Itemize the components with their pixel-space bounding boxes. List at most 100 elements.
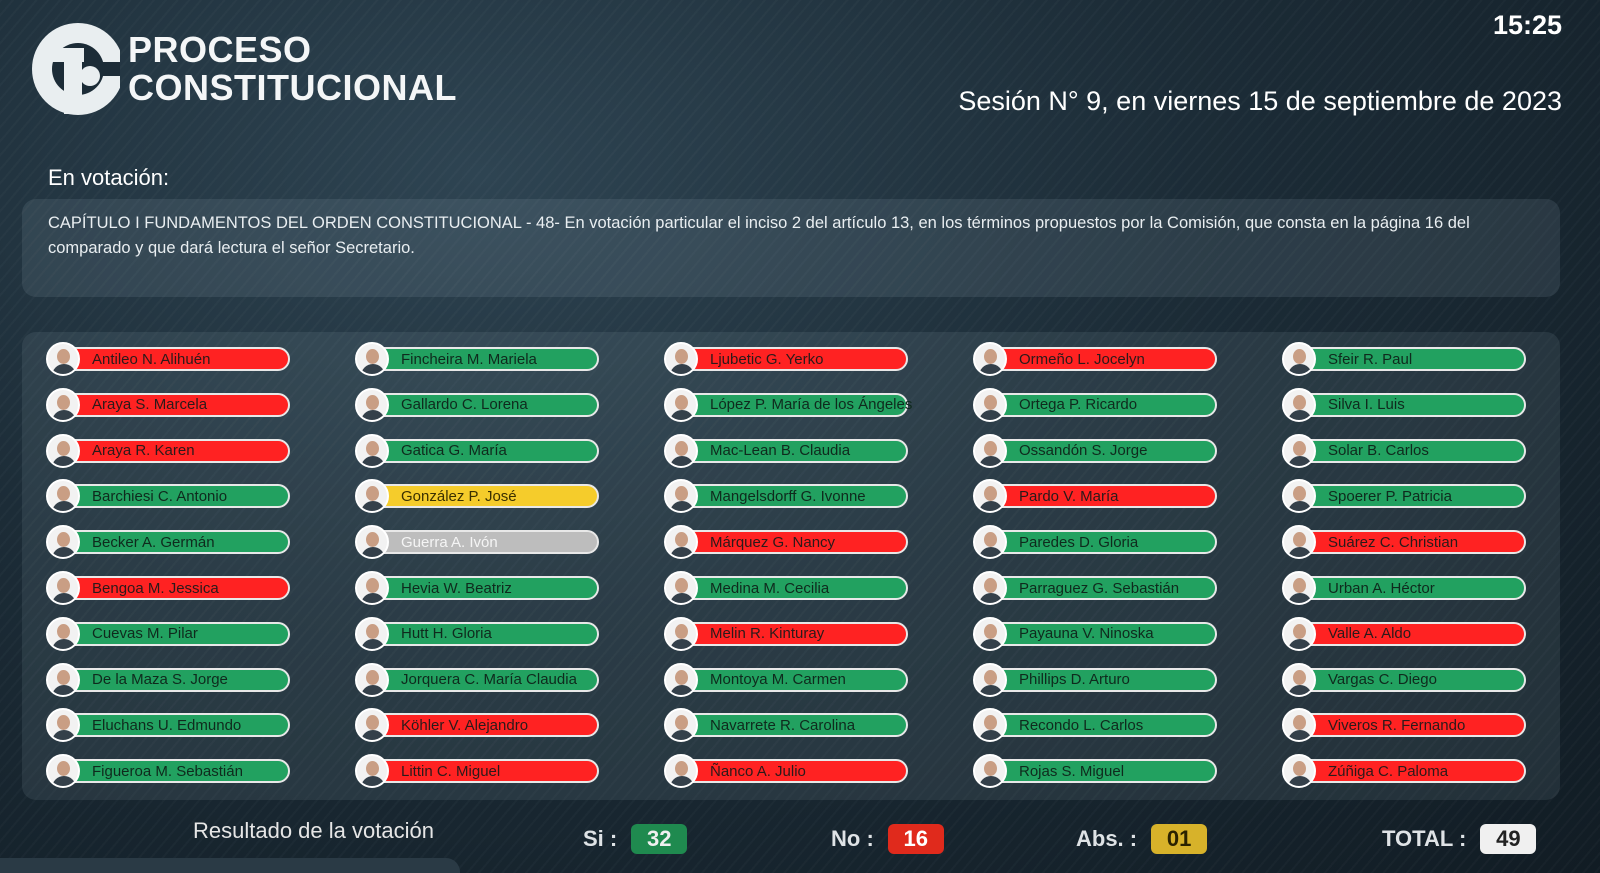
- member-avatar-icon: [1282, 616, 1316, 651]
- member-vote-pill: Jorquera C. María Claudia: [359, 667, 599, 692]
- member-vote-pill: Solar B. Carlos: [1286, 438, 1526, 463]
- tally-si: Si : 32: [583, 824, 688, 854]
- member-name: Bengoa M. Jessica: [92, 579, 219, 597]
- member-name: Gallardo C. Lorena: [401, 396, 528, 414]
- member-avatar-icon: [355, 433, 389, 468]
- member-name: Viveros R. Fernando: [1328, 716, 1466, 734]
- member-avatar-icon: [355, 479, 389, 514]
- member-avatar-icon: [973, 571, 1007, 605]
- member-vote-pill: Fincheira M. Mariela: [359, 347, 599, 371]
- member-name: Eluchans U. Edmundo: [92, 716, 242, 734]
- member-avatar-icon: [355, 754, 389, 789]
- abs-count: 01: [1151, 824, 1208, 854]
- member-avatar-icon: [355, 571, 389, 605]
- member-name: Araya S. Marcela: [92, 396, 208, 414]
- member-name: De la Maza S. Jorge: [92, 671, 228, 689]
- abs-label: Abs. :: [1076, 826, 1138, 851]
- member-avatar-icon: [973, 525, 1007, 560]
- member-vote-pill: Eluchans U. Edmundo: [50, 713, 290, 738]
- member-avatar-icon: [973, 433, 1007, 468]
- member-name: Figueroa M. Sebastián: [92, 762, 243, 780]
- member-vote-pill: Cuevas M. Pilar: [50, 621, 290, 646]
- tally-total: TOTAL : 49: [1382, 824, 1537, 854]
- member-name: Jorquera C. María Claudia: [401, 671, 577, 689]
- member-avatar-icon: [355, 387, 389, 422]
- member-vote-pill: Rojas S. Miguel: [977, 759, 1217, 784]
- member-name: Payauna V. Ninoska: [1019, 625, 1154, 643]
- tally-abs: Abs. : 01: [1076, 824, 1208, 854]
- member-name: Mac-Lean B. Claudia: [710, 442, 851, 460]
- member-vote-pill: Ormeño L. Jocelyn: [977, 347, 1217, 371]
- member-vote-pill: Vargas C. Diego: [1286, 667, 1526, 692]
- member-name: Spoerer P. Patricia: [1328, 487, 1452, 505]
- member-avatar-icon: [355, 342, 389, 376]
- member-name: Montoya M. Carmen: [710, 671, 846, 689]
- member-avatar-icon: [1282, 433, 1316, 468]
- member-vote-pill: Bengoa M. Jessica: [50, 576, 290, 600]
- member-avatar-icon: [355, 616, 389, 651]
- member-name: Melin R. Kinturay: [710, 625, 825, 643]
- member-vote-pill: Urban A. Héctor: [1286, 576, 1526, 600]
- member-name: Gatica G. María: [401, 442, 507, 460]
- member-avatar-icon: [1282, 708, 1316, 743]
- member-name: Zúñiga C. Paloma: [1328, 762, 1449, 780]
- member-vote-pill: Melin R. Kinturay: [668, 621, 908, 646]
- member-vote-pill: Phillips D. Arturo: [977, 667, 1217, 692]
- member-name: Paredes D. Gloria: [1019, 533, 1139, 551]
- proceso-logo-icon: [32, 23, 120, 115]
- member-name: Fincheira M. Mariela: [401, 350, 537, 368]
- member-vote-pill: Köhler V. Alejandro: [359, 713, 599, 738]
- member-avatar-icon: [664, 525, 698, 560]
- member-avatar-icon: [46, 387, 80, 422]
- member-vote-pill: Pardo V. María: [977, 484, 1217, 509]
- member-vote-pill: Silva I. Luis: [1286, 392, 1526, 417]
- member-name: Araya R. Karen: [92, 442, 195, 460]
- member-name: Recondo L. Carlos: [1019, 716, 1144, 734]
- member-avatar-icon: [46, 708, 80, 743]
- motion-text: CAPÍTULO I FUNDAMENTOS DEL ORDEN CONSTIT…: [22, 199, 1560, 297]
- session-title: Sesión N° 9, en viernes 15 de septiembre…: [958, 86, 1562, 116]
- member-avatar-icon: [1282, 387, 1316, 422]
- member-name: Guerra A. Ivón: [401, 533, 498, 551]
- bottom-bar: [0, 858, 460, 873]
- member-vote-pill: Ossandón S. Jorge: [977, 438, 1217, 463]
- member-avatar-icon: [664, 754, 698, 789]
- total-label: TOTAL :: [1382, 826, 1467, 851]
- member-vote-pill: Gatica G. María: [359, 438, 599, 463]
- member-name: Rojas S. Miguel: [1019, 762, 1125, 780]
- member-name: Ortega P. Ricardo: [1019, 396, 1138, 414]
- member-avatar-icon: [664, 708, 698, 743]
- member-name: Ormeño L. Jocelyn: [1019, 350, 1145, 368]
- member-name: Littin C. Miguel: [401, 762, 501, 780]
- total-count: 49: [1480, 824, 1537, 854]
- member-vote-pill: Guerra A. Ivón: [359, 530, 599, 555]
- member-vote-pill: Gallardo C. Lorena: [359, 392, 599, 417]
- member-avatar-icon: [973, 387, 1007, 422]
- member-avatar-icon: [664, 479, 698, 514]
- member-name: Köhler V. Alejandro: [401, 716, 529, 734]
- member-vote-pill: Ñanco A. Julio: [668, 759, 908, 784]
- member-avatar-icon: [973, 662, 1007, 697]
- member-name: Urban A. Héctor: [1328, 579, 1435, 597]
- member-avatar-icon: [1282, 525, 1316, 560]
- member-vote-pill: Zúñiga C. Paloma: [1286, 759, 1526, 784]
- result-label: Resultado de la votación: [193, 818, 434, 843]
- member-vote-pill: Márquez G. Nancy: [668, 530, 908, 555]
- member-vote-pill: De la Maza S. Jorge: [50, 667, 290, 692]
- member-avatar-icon: [1282, 571, 1316, 605]
- member-vote-pill: Paredes D. Gloria: [977, 530, 1217, 555]
- member-name: Hevia W. Beatriz: [401, 579, 512, 597]
- member-name: Ñanco A. Julio: [710, 762, 806, 780]
- member-name: Sfeir R. Paul: [1328, 350, 1413, 368]
- member-avatar-icon: [46, 479, 80, 514]
- member-name: Barchiesi C. Antonio: [92, 487, 228, 505]
- members-grid: Antileo N. Alihuén Araya S. Marcela Araya …: [22, 332, 1560, 800]
- member-name: Hutt H. Gloria: [401, 625, 492, 643]
- member-avatar-icon: [1282, 342, 1316, 376]
- member-avatar-icon: [46, 662, 80, 697]
- tally-no: No : 16: [831, 824, 944, 854]
- clock: 15:25: [1492, 10, 1562, 40]
- member-vote-pill: Becker A. Germán: [50, 530, 290, 555]
- member-avatar-icon: [46, 342, 80, 376]
- member-avatar-icon: [46, 525, 80, 560]
